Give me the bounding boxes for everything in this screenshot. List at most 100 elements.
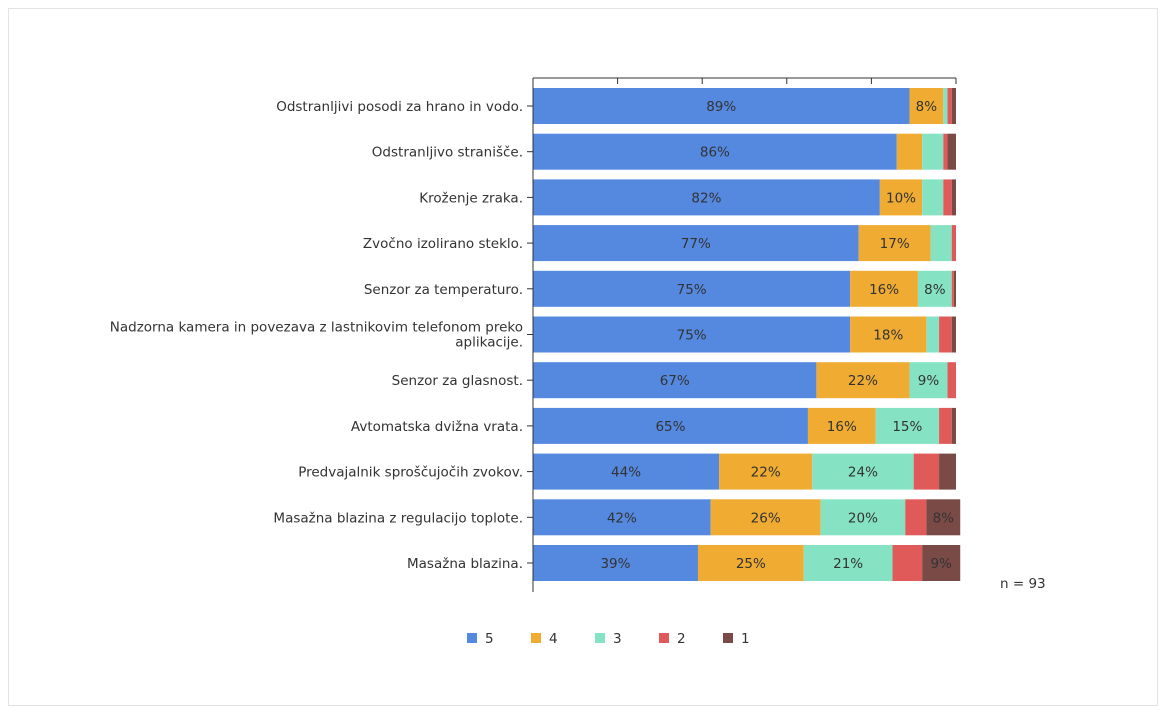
bar-segment-4 [816,362,910,399]
bar-segment-2 [905,499,927,536]
bar-segment-4 [896,133,923,170]
data-label: 86% [700,145,730,161]
bar-segment-2 [951,270,954,307]
legend-swatch [531,633,541,643]
bar-segment-2 [947,88,952,124]
data-label: 67% [660,373,690,389]
bar-segment-3 [812,453,914,490]
bar-segment-3 [909,362,948,399]
bar-segment-1 [951,316,956,353]
bar-segment-3 [922,133,944,170]
bar-segment-4 [879,179,923,216]
data-label: 8% [924,282,946,298]
data-label: 44% [611,465,641,481]
bar-segment-4 [850,316,927,353]
bar-segment-5 [533,362,817,399]
legend-swatch [723,633,733,643]
bar-segment-1 [947,133,956,170]
bar-segment-4 [697,545,804,581]
chart-frame [8,8,1158,706]
bar-segment-2 [913,453,940,490]
data-label: 16% [827,419,857,435]
category-label: Masažna blazina z regulacijo toplote. [273,510,523,526]
bar-segment-1 [951,407,956,444]
bar-segment-3 [820,499,906,536]
data-label: 20% [848,510,878,526]
bar-segment-5 [533,225,859,262]
data-label: 10% [886,190,916,206]
bar-segment-2 [947,362,956,399]
data-label: 17% [880,236,910,252]
category-label: Avtomatska dvižna vrata. [351,419,523,435]
category-label: Predvajalnik sproščujočih zvokov. [298,465,523,481]
data-label: 21% [833,556,863,572]
data-label: 22% [751,465,781,481]
legend-swatch [659,633,669,643]
legend-swatch [595,633,605,643]
data-label: 22% [848,373,878,389]
bar-segment-5 [533,270,851,307]
legend: 5 4 3 2 1 [467,631,750,647]
category-label: Nadzorna kamera in povezava z lastnikovi… [110,320,523,351]
category-labels: Odstranljivi posodi za hrano in vodo. Ods… [110,99,523,572]
data-label: 9% [930,556,952,572]
top-axis [527,77,957,592]
bar-segment-5 [533,179,880,216]
bar-segment-1 [953,270,956,307]
data-label: 24% [848,465,878,481]
data-label: 8% [916,99,938,115]
bar-segment-4 [909,88,944,124]
bar-segment-2 [943,133,948,170]
data-label: 8% [933,510,955,526]
bar-segment-3 [930,225,952,262]
bar-segment-1 [951,88,956,124]
data-label: 75% [677,282,707,298]
data-label: 15% [892,419,922,435]
legend-label: 5 [485,631,494,647]
bar-segment-5 [533,545,698,581]
bar-segment-4 [710,499,821,536]
data-label: 25% [736,556,766,572]
category-label: Senzor za glasnost. [392,373,523,389]
bars: 89% 8% 86% 82% 10% 77% 17% 75% 16% 8% 75% 18% 67% 22%… [533,88,961,581]
category-label: Odstranljivi posodi za hrano in vodo. [276,99,523,115]
bar-segment-1 [939,453,956,490]
data-label: 26% [751,510,781,526]
bar-segment-4 [719,453,813,490]
bar-segment-5 [533,316,851,353]
bar-segment-2 [943,179,952,216]
bar-segment-5 [533,133,897,170]
data-label: 16% [869,282,899,298]
category-label: Zvočno izolirano steklo. [363,236,523,252]
bar-segment-2 [939,316,952,353]
data-label: 18% [873,328,903,344]
bar-segment-3 [875,407,940,444]
bar-segment-4 [807,407,876,444]
bar-segment-2 [951,225,956,262]
bar-segment-4 [858,225,931,262]
data-label: 65% [655,419,685,435]
legend-label: 4 [549,631,558,647]
bar-segment-3 [943,88,948,124]
bar-segment-2 [892,545,923,581]
legend-label: 1 [741,631,750,647]
bar-segment-5 [533,88,910,124]
bar-segment-1 [922,545,961,581]
data-label: 77% [681,236,711,252]
data-label: 39% [600,556,630,572]
category-label: Odstranljivo stranišče. [372,145,523,161]
bar-segment-1 [951,179,956,216]
category-label: Kroženje zraka. [419,190,523,206]
bar-segment-3 [803,545,893,581]
data-label: 82% [691,190,721,206]
legend-swatch [467,633,477,643]
bar-segment-3 [922,179,944,216]
bar-segment-5 [533,499,711,536]
bar-segment-5 [533,407,808,444]
bar-segment-2 [939,407,952,444]
legend-label: 2 [677,631,686,647]
data-label: 89% [706,99,736,115]
sample-size-note: n = 93 [1000,576,1046,592]
data-label: 75% [677,328,707,344]
